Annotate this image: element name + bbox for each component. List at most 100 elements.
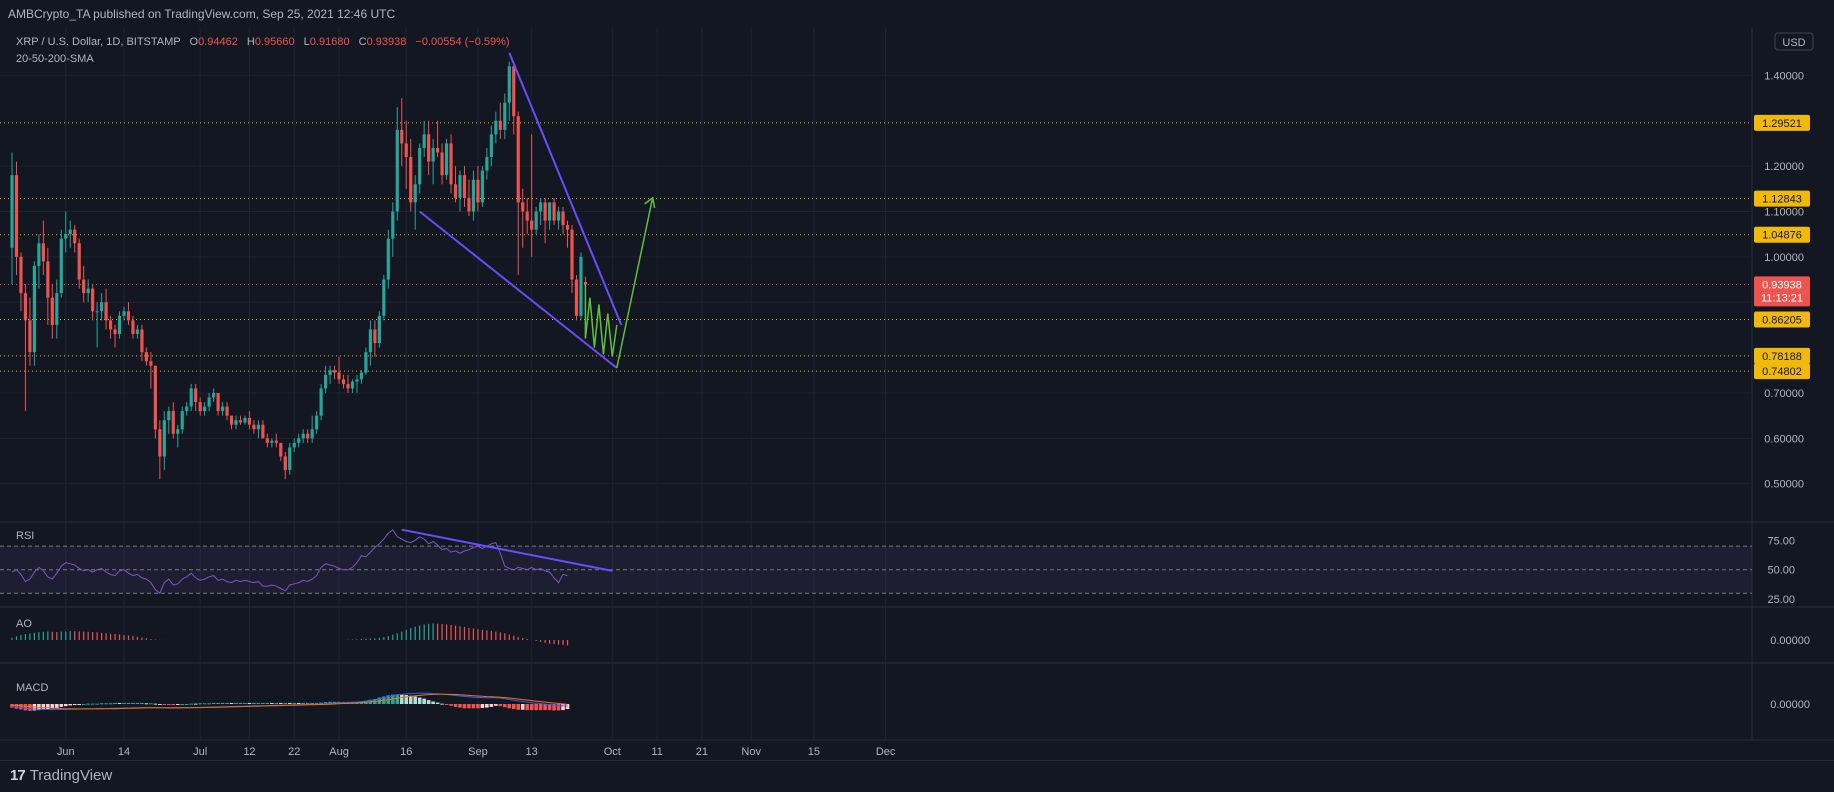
candle-body — [306, 433, 310, 439]
macd-histogram-bar — [175, 704, 180, 705]
macd-histogram-bar — [104, 703, 108, 705]
candle-body — [23, 293, 28, 321]
current-price-label: 0.93938 — [1762, 279, 1802, 291]
trading-chart[interactable]: 1.400001.200001.100001.000000.900000.700… — [0, 0, 1834, 760]
macd-histogram-bar — [547, 704, 552, 711]
candle-body — [418, 147, 422, 185]
macd-histogram-bar — [404, 695, 409, 704]
candle-body — [238, 420, 243, 423]
candle-body — [10, 175, 14, 248]
candle-body — [194, 388, 198, 403]
macd-histogram-bar — [95, 703, 99, 705]
candle-body — [440, 152, 444, 176]
rsi-pane — [0, 528, 1752, 595]
macd-histogram-bar — [413, 696, 417, 704]
macd-histogram-bar — [431, 701, 435, 704]
candle-body — [548, 202, 552, 221]
macd-histogram-bar — [561, 704, 565, 711]
candle-body — [198, 402, 202, 412]
candle-body — [122, 311, 126, 316]
candle-body — [203, 406, 207, 412]
candle-body — [364, 352, 368, 373]
macd-histogram-bar — [462, 704, 467, 709]
time-tick-label: Sep — [468, 746, 488, 758]
legend-close-label: C — [359, 36, 367, 48]
candle-body — [462, 175, 467, 198]
legend-row: XRP / U.S. Dollar, 1D, BITSTAMP O0.94462… — [16, 36, 510, 48]
legend-symbol: XRP / U.S. Dollar, 1D, BITSTAMP — [16, 36, 180, 48]
currency-box[interactable] — [1774, 32, 1814, 51]
time-axis[interactable]: Jun 14 Jul 12 22 Aug 16 Sep 13 Oct 11 21 Nov 15 Dec — [57, 746, 896, 758]
macd-histogram-bar — [556, 704, 561, 711]
candle-body — [234, 420, 238, 425]
candle-body — [55, 293, 59, 325]
candle-body — [265, 438, 269, 443]
level-badge-label: 1.04876 — [1762, 230, 1802, 242]
macd-histogram-bar — [270, 702, 274, 704]
macd-histogram-bar — [46, 704, 50, 710]
macd-title[interactable]: MACD — [16, 682, 48, 694]
current-price-badge — [1754, 276, 1810, 307]
candle-body — [512, 66, 516, 117]
candle-body — [100, 302, 104, 312]
macd-histogram-bar — [453, 704, 458, 707]
price-tick-label: 1.40000 — [1764, 70, 1804, 82]
macd-histogram-bar — [55, 704, 59, 708]
macd-histogram-bar — [525, 704, 529, 711]
level-badge — [1754, 190, 1810, 207]
legend-low-label: L — [304, 36, 310, 48]
candle-body — [64, 234, 68, 239]
candle-body — [552, 202, 556, 221]
legend-open: 0.94462 — [198, 36, 238, 48]
candle-body — [243, 417, 247, 423]
tradingview-logo[interactable]: 17 TradingView — [10, 767, 112, 784]
rsi-trendline — [401, 528, 613, 572]
macd-histogram-bar — [135, 702, 140, 704]
candle-body — [431, 147, 435, 162]
macd-histogram-bar — [503, 704, 507, 708]
time-tick-label: Oct — [604, 746, 621, 758]
price-axis[interactable]: 1.400001.200001.100001.000000.900000.700… — [1754, 70, 1810, 711]
candle-body — [207, 397, 211, 407]
candle-body — [530, 220, 534, 230]
macd-histogram-bar — [243, 702, 247, 704]
candle-body — [476, 179, 480, 203]
price-tick-label: 0.70000 — [1764, 388, 1804, 400]
time-tick-label: Aug — [329, 746, 349, 758]
candle-body — [373, 329, 377, 344]
rsi-title[interactable]: RSI — [16, 530, 34, 542]
candle-body — [324, 374, 328, 389]
macd-histogram-bar — [476, 704, 480, 709]
candle-body — [498, 120, 502, 130]
level-badge-label: 0.78188 — [1762, 351, 1802, 363]
candle-body — [579, 256, 583, 316]
candle-body — [489, 134, 493, 158]
macd-histogram-bar — [50, 704, 55, 709]
candle-body — [216, 392, 220, 412]
candle-body — [368, 329, 372, 353]
rsi-tick-label: 75.00 — [1767, 535, 1795, 547]
candle-body — [346, 383, 350, 389]
macd-histogram-bar — [265, 702, 270, 704]
macd-histogram-bar — [189, 703, 193, 705]
rsi-tick-label: 25.00 — [1767, 594, 1795, 606]
macd-histogram-bar — [238, 702, 243, 704]
macd-histogram-bar — [216, 702, 220, 704]
macd-pane — [10, 692, 570, 711]
candle-body — [108, 320, 113, 330]
macd-histogram-bar — [149, 703, 153, 705]
macd-histogram-bar — [63, 704, 68, 707]
candle-body — [516, 116, 520, 203]
ao-title[interactable]: AO — [16, 618, 32, 630]
candle-body — [328, 370, 332, 375]
candle-body — [319, 388, 323, 416]
macd-histogram-bar — [449, 704, 453, 706]
macd-histogram-bar — [279, 702, 283, 704]
price-tick-label: 1.20000 — [1764, 161, 1804, 173]
candle-body — [337, 372, 341, 380]
candle-body — [565, 225, 570, 230]
candle-body — [539, 202, 543, 212]
macd-histogram-bar — [480, 704, 485, 708]
projection-zigzag — [584, 284, 618, 357]
legend-sma[interactable]: 20-50-200-SMA — [16, 53, 94, 65]
